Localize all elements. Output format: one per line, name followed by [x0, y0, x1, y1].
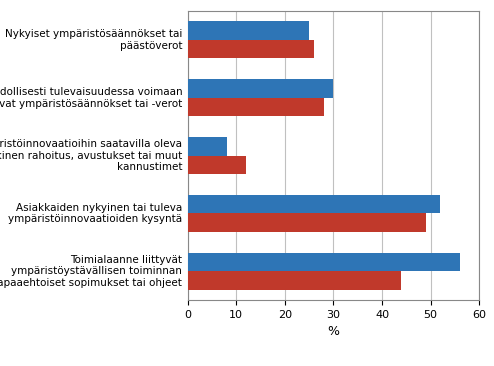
Bar: [188, 271, 402, 290]
Bar: [188, 137, 227, 156]
Bar: [188, 21, 309, 40]
Bar: [188, 253, 460, 271]
Bar: [188, 40, 314, 59]
X-axis label: %: %: [328, 325, 339, 339]
Bar: [188, 213, 426, 232]
Bar: [188, 156, 246, 174]
Bar: [188, 79, 333, 98]
Bar: [188, 98, 324, 116]
Bar: [188, 195, 440, 213]
